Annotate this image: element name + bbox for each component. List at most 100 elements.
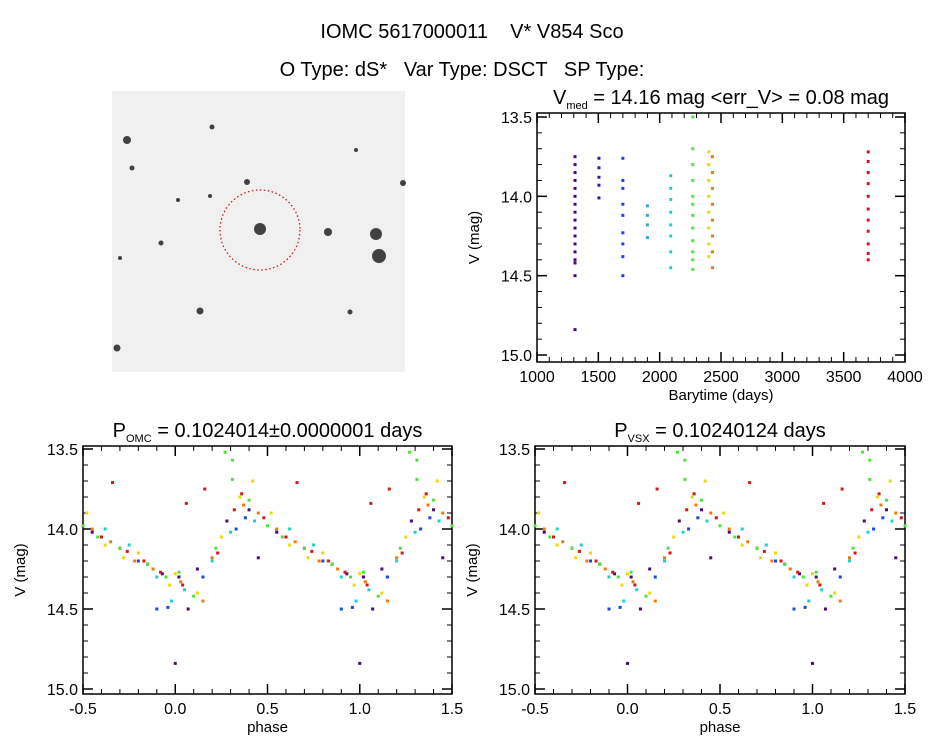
data-point bbox=[637, 501, 641, 505]
data-point bbox=[542, 530, 546, 534]
y-axis-label: V (mag) bbox=[12, 543, 29, 596]
data-point bbox=[284, 535, 288, 539]
data-point bbox=[885, 498, 888, 502]
data-point bbox=[805, 583, 809, 587]
data-point bbox=[182, 588, 186, 592]
x-tick-label: 1.5 bbox=[894, 701, 916, 718]
data-point bbox=[860, 450, 864, 454]
data-point bbox=[710, 171, 714, 175]
title-rest: = 0.1024014±0.0000001 days bbox=[152, 420, 423, 442]
data-point bbox=[597, 166, 601, 170]
data-point bbox=[561, 540, 565, 544]
data-point bbox=[851, 546, 855, 550]
x-axis-label: Barytime (days) bbox=[668, 387, 773, 404]
data-point bbox=[118, 546, 122, 550]
data-point bbox=[621, 231, 625, 235]
x-tick-label: 2500 bbox=[703, 369, 739, 386]
data-point bbox=[816, 580, 820, 584]
data-point bbox=[136, 551, 140, 555]
data-point bbox=[669, 186, 673, 190]
plot-title: POMC = 0.1024014±0.0000001 days bbox=[113, 420, 423, 445]
data-point bbox=[358, 572, 362, 576]
data-point bbox=[192, 594, 196, 598]
data-point bbox=[186, 607, 190, 611]
data-point bbox=[155, 575, 159, 579]
data-point bbox=[857, 535, 861, 539]
star bbox=[324, 228, 332, 236]
data-point bbox=[367, 588, 371, 592]
x-tick-label: 1500 bbox=[581, 369, 617, 386]
plot-frame bbox=[82, 445, 453, 695]
data-point bbox=[833, 567, 837, 571]
data-point bbox=[573, 186, 577, 190]
data-point bbox=[669, 198, 673, 202]
data-point bbox=[762, 549, 766, 553]
data-point bbox=[866, 159, 870, 163]
data-point bbox=[256, 556, 260, 560]
data-point bbox=[395, 556, 399, 560]
data-point bbox=[326, 559, 330, 563]
data-point bbox=[173, 572, 177, 576]
data-point bbox=[195, 567, 199, 571]
data-point bbox=[573, 261, 577, 265]
data-point bbox=[792, 607, 796, 611]
data-point bbox=[621, 213, 625, 217]
data-point bbox=[266, 524, 269, 528]
data-point bbox=[253, 519, 257, 523]
data-point bbox=[633, 583, 637, 587]
data-point bbox=[707, 242, 711, 246]
data-point bbox=[214, 546, 218, 550]
data-point bbox=[645, 223, 649, 227]
data-point bbox=[814, 570, 818, 574]
data-point bbox=[573, 163, 577, 167]
data-point bbox=[833, 591, 837, 595]
data-point bbox=[669, 250, 673, 254]
data-point bbox=[585, 559, 589, 563]
data-point bbox=[573, 234, 577, 238]
data-point bbox=[345, 572, 349, 576]
data-point bbox=[173, 661, 177, 665]
data-point bbox=[822, 501, 826, 505]
y-tick-label: 15.0 bbox=[499, 682, 530, 699]
data-point bbox=[81, 524, 85, 528]
data-point bbox=[700, 498, 703, 502]
data-point bbox=[691, 213, 695, 217]
data-point bbox=[361, 570, 365, 574]
data-point bbox=[691, 163, 695, 167]
data-point bbox=[400, 551, 404, 555]
data-point bbox=[669, 223, 673, 227]
x-tick-label: 1.0 bbox=[349, 701, 371, 718]
y-tick-label: 14.0 bbox=[47, 522, 78, 539]
data-point bbox=[435, 479, 439, 483]
data-point bbox=[645, 213, 649, 217]
data-point bbox=[685, 508, 689, 512]
data-point bbox=[336, 567, 340, 571]
data-point bbox=[626, 572, 629, 576]
data-point bbox=[885, 508, 888, 512]
data-point bbox=[238, 495, 242, 499]
data-point bbox=[363, 580, 367, 584]
data-point bbox=[177, 570, 181, 574]
data-point bbox=[866, 258, 870, 262]
data-point bbox=[269, 511, 273, 515]
data-point bbox=[321, 551, 325, 555]
data-point bbox=[350, 605, 354, 609]
y-axis-label: V (mag) bbox=[464, 543, 481, 596]
data-point bbox=[621, 242, 625, 246]
data-point bbox=[234, 527, 238, 531]
data-point bbox=[310, 549, 314, 553]
data-point bbox=[573, 178, 577, 182]
data-point bbox=[890, 519, 894, 523]
data-point bbox=[691, 250, 695, 254]
data-point bbox=[727, 527, 731, 531]
data-point bbox=[683, 477, 687, 481]
star bbox=[209, 124, 215, 130]
data-point bbox=[645, 204, 649, 208]
data-point bbox=[573, 226, 577, 230]
data-point bbox=[385, 575, 389, 579]
data-point bbox=[803, 605, 807, 609]
data-point bbox=[210, 556, 214, 560]
data-point bbox=[306, 556, 310, 560]
title-main: P bbox=[113, 420, 126, 442]
